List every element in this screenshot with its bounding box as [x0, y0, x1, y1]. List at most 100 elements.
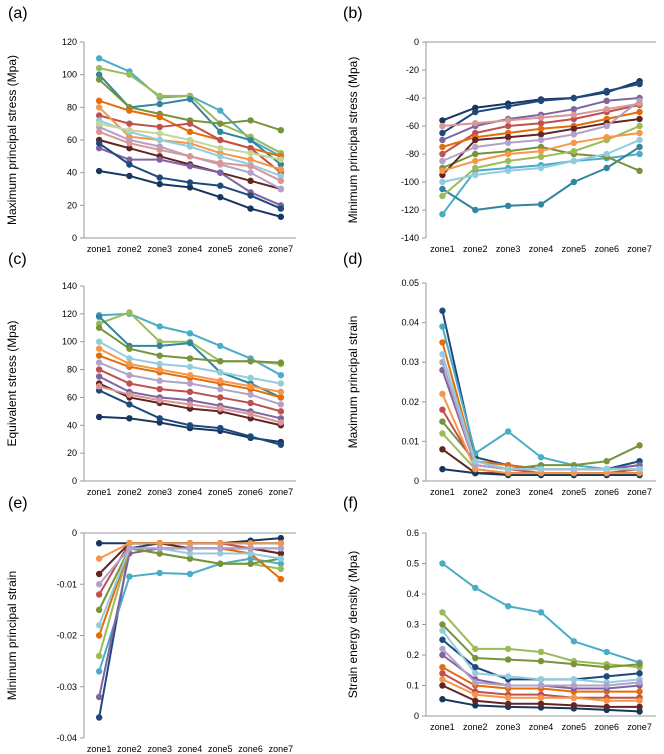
data-point: [217, 550, 224, 557]
data-point: [636, 100, 643, 107]
data-point: [504, 139, 512, 146]
y-tick-label: -60: [406, 121, 419, 131]
data-point: [570, 111, 578, 119]
data-point: [156, 545, 163, 552]
y-tick-label: -140: [401, 233, 419, 243]
data-point: [95, 55, 103, 62]
data-point: [277, 371, 285, 379]
data-point: [439, 192, 446, 200]
panel-label: (c): [8, 251, 27, 268]
data-point: [126, 107, 133, 114]
data-point: [504, 150, 512, 158]
data-point: [217, 193, 224, 201]
data-point: [636, 670, 643, 677]
data-point: [217, 144, 224, 152]
x-tick-label: zone2: [463, 487, 488, 497]
data-point: [247, 391, 254, 398]
data-point: [156, 130, 163, 137]
data-point: [156, 342, 163, 350]
data-point: [277, 172, 285, 180]
y-tick-label: 80: [67, 365, 77, 375]
data-point: [156, 323, 163, 330]
data-point: [439, 406, 446, 413]
data-point: [126, 540, 133, 547]
data-point: [126, 309, 133, 316]
data-point: [472, 645, 479, 653]
data-point: [126, 415, 133, 422]
x-tick-label: zone7: [627, 244, 652, 254]
data-point: [277, 575, 285, 583]
data-point: [537, 153, 545, 160]
data-point: [636, 660, 643, 668]
data-point: [156, 92, 163, 100]
x-tick-label: zone7: [269, 244, 294, 254]
data-point: [95, 570, 103, 578]
data-point: [95, 693, 103, 701]
panel-label: (d): [343, 251, 363, 268]
data-point: [247, 162, 254, 170]
data-point: [277, 359, 285, 366]
data-point: [439, 609, 446, 616]
data-point: [504, 122, 512, 130]
series-line-s3: [98, 547, 282, 698]
panel-label: (e): [8, 495, 28, 512]
data-point: [603, 458, 610, 465]
data-point: [156, 397, 163, 404]
data-point: [439, 696, 446, 703]
x-tick-label: zone2: [463, 244, 488, 254]
data-point: [247, 192, 254, 199]
data-point: [277, 156, 285, 163]
data-point: [217, 385, 224, 393]
data-point: [277, 401, 285, 408]
data-point: [570, 131, 578, 138]
data-point: [95, 97, 103, 105]
panel-5: (e) Minimum principal strain 0 -0.01 -0.02 -0…: [5, 495, 296, 754]
x-tick-label: zone1: [87, 244, 112, 254]
data-point: [186, 388, 194, 396]
data-point: [472, 120, 479, 127]
y-axis-title: Maximum principal stress (Mpa): [5, 55, 19, 225]
data-point: [439, 323, 446, 330]
x-tick-label: zone5: [562, 244, 587, 254]
data-point: [186, 153, 194, 160]
data-point: [472, 157, 479, 165]
x-tick-label: zone5: [208, 244, 233, 254]
x-tick-label: zone6: [238, 744, 263, 754]
data-point: [126, 355, 133, 362]
y-tick-label: 0.2: [406, 650, 419, 660]
data-point: [472, 143, 479, 151]
data-point: [603, 673, 610, 680]
data-point: [156, 352, 163, 359]
data-point: [217, 136, 224, 144]
data-point: [439, 117, 446, 124]
data-point: [247, 144, 254, 152]
data-point: [95, 555, 103, 562]
data-point: [186, 355, 194, 362]
data-point: [156, 156, 163, 163]
y-tick-label: 80: [67, 102, 77, 112]
data-point: [570, 660, 578, 668]
x-tick-label: zone6: [594, 487, 619, 497]
data-point: [537, 201, 545, 208]
y-tick-label: -120: [401, 205, 419, 215]
data-point: [95, 606, 103, 614]
data-point: [472, 171, 479, 179]
data-point: [217, 377, 224, 384]
data-point: [570, 106, 578, 113]
data-point: [126, 120, 133, 127]
x-tick-label: zone6: [238, 487, 263, 497]
data-point: [472, 206, 479, 214]
data-point: [570, 178, 578, 186]
data-point: [537, 114, 545, 121]
y-tick-label: -40: [406, 93, 419, 103]
y-tick-label: 140: [62, 281, 77, 291]
y-tick-label: -0.04: [56, 733, 77, 743]
data-point: [186, 422, 194, 429]
data-point: [439, 465, 446, 473]
data-point: [439, 211, 446, 218]
y-tick-label: 0.6: [406, 528, 419, 538]
data-point: [636, 442, 643, 449]
x-tick-label: zone3: [147, 244, 172, 254]
data-point: [217, 128, 224, 136]
data-point: [95, 714, 103, 721]
